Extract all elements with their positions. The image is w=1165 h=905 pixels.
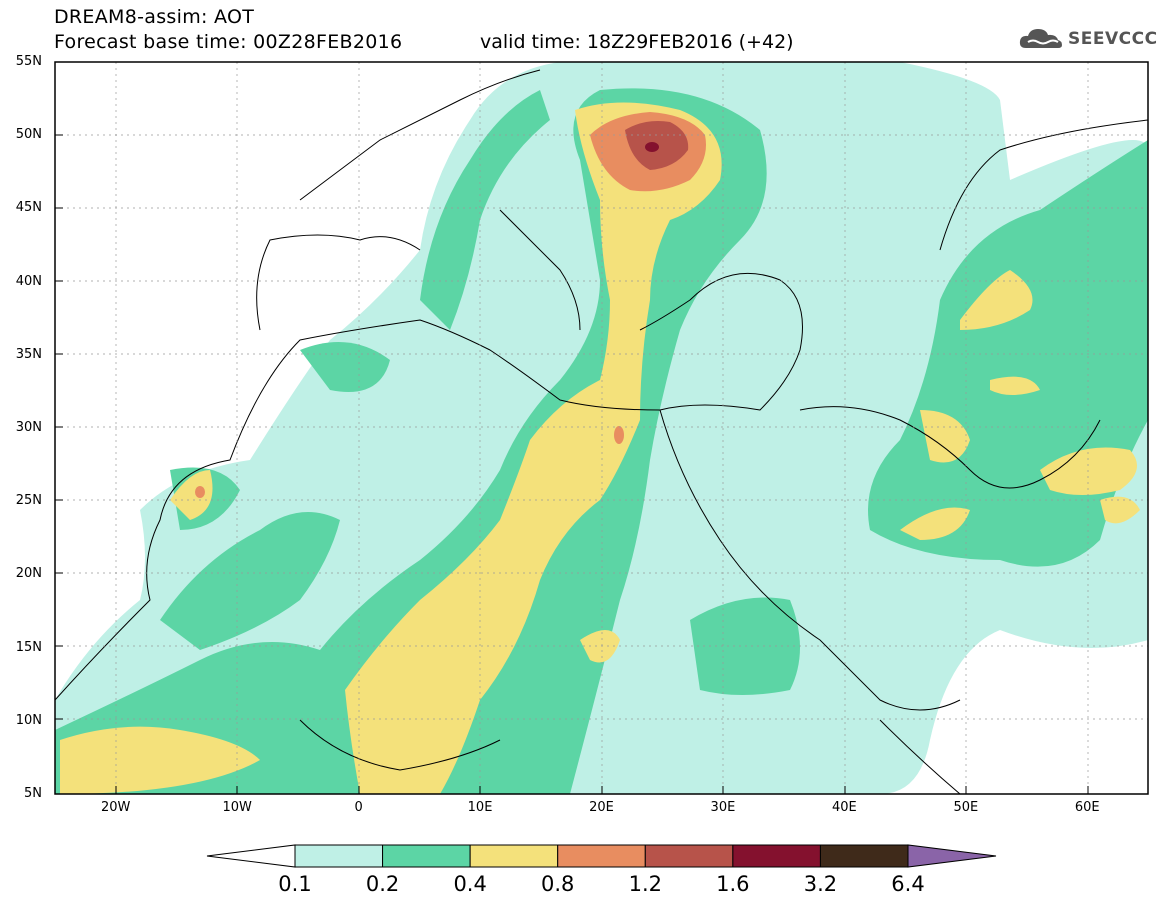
colorbar-segment — [732, 844, 821, 868]
colorbar-label: 1.2 — [628, 872, 662, 896]
colorbar-segment — [819, 844, 909, 868]
grid-lines — [55, 62, 1148, 794]
lat-label: 25N — [15, 493, 42, 509]
colorbar-segment — [557, 844, 646, 868]
colorbar-label: 0.4 — [453, 872, 487, 896]
colorbar-label: 1.6 — [716, 872, 750, 896]
coastlines — [55, 69, 1148, 794]
colorbar-label: 3.2 — [803, 872, 838, 896]
cloud-icon — [1019, 29, 1062, 48]
colorbar-segment — [644, 844, 734, 868]
lon-label: 0 — [354, 800, 363, 815]
seevccc-logo: SEEVCCC — [1018, 26, 1158, 52]
lon-label: 10W — [222, 800, 252, 815]
lat-label: 55N — [15, 54, 42, 69]
lat-label: 45N — [15, 200, 42, 216]
lat-label: 40N — [15, 273, 42, 289]
aot-level-0-4 — [60, 102, 1140, 794]
colorbar-segment — [469, 844, 559, 868]
lon-label: 20E — [589, 800, 614, 815]
lon-label: 40E — [831, 800, 857, 815]
lat-label: 15N — [15, 639, 42, 655]
lon-label: 10E — [467, 800, 493, 815]
lat-label: 35N — [15, 346, 42, 362]
lat-label: 30N — [15, 420, 42, 435]
valid-time: valid time: 18Z29FEB2016 (+42) — [480, 31, 794, 53]
colorbar-segment — [382, 844, 471, 868]
lon-label: 20W — [101, 800, 131, 815]
colorbar-label: 6.4 — [891, 872, 925, 896]
color-bar — [206, 844, 997, 868]
colorbar-label: 0.8 — [541, 872, 575, 896]
colorbar-under-triangle — [206, 844, 296, 868]
lon-label: 60E — [1074, 800, 1100, 815]
colorbar-over-triangle — [907, 844, 997, 868]
aot-field — [55, 62, 1148, 794]
colorbar-label: 0.2 — [365, 872, 400, 896]
map-title: DREAM8-assim: AOT — [54, 6, 255, 28]
lon-label: 30E — [710, 800, 736, 815]
axis-ticks — [55, 134, 1089, 794]
lat-label: 10N — [15, 712, 42, 728]
logo-text: SEEVCCC — [1068, 29, 1158, 49]
colorbar-segment — [294, 844, 384, 868]
lat-label: 50N — [15, 127, 42, 143]
lat-label: 5N — [24, 786, 42, 801]
lat-label: 20N — [15, 566, 42, 582]
aot-level-1-6 — [645, 142, 659, 152]
colorbar-label: 0.1 — [278, 872, 312, 896]
lon-label: 50E — [953, 800, 979, 815]
forecast-base-time: Forecast base time: 00Z28FEB2016 — [54, 31, 403, 53]
